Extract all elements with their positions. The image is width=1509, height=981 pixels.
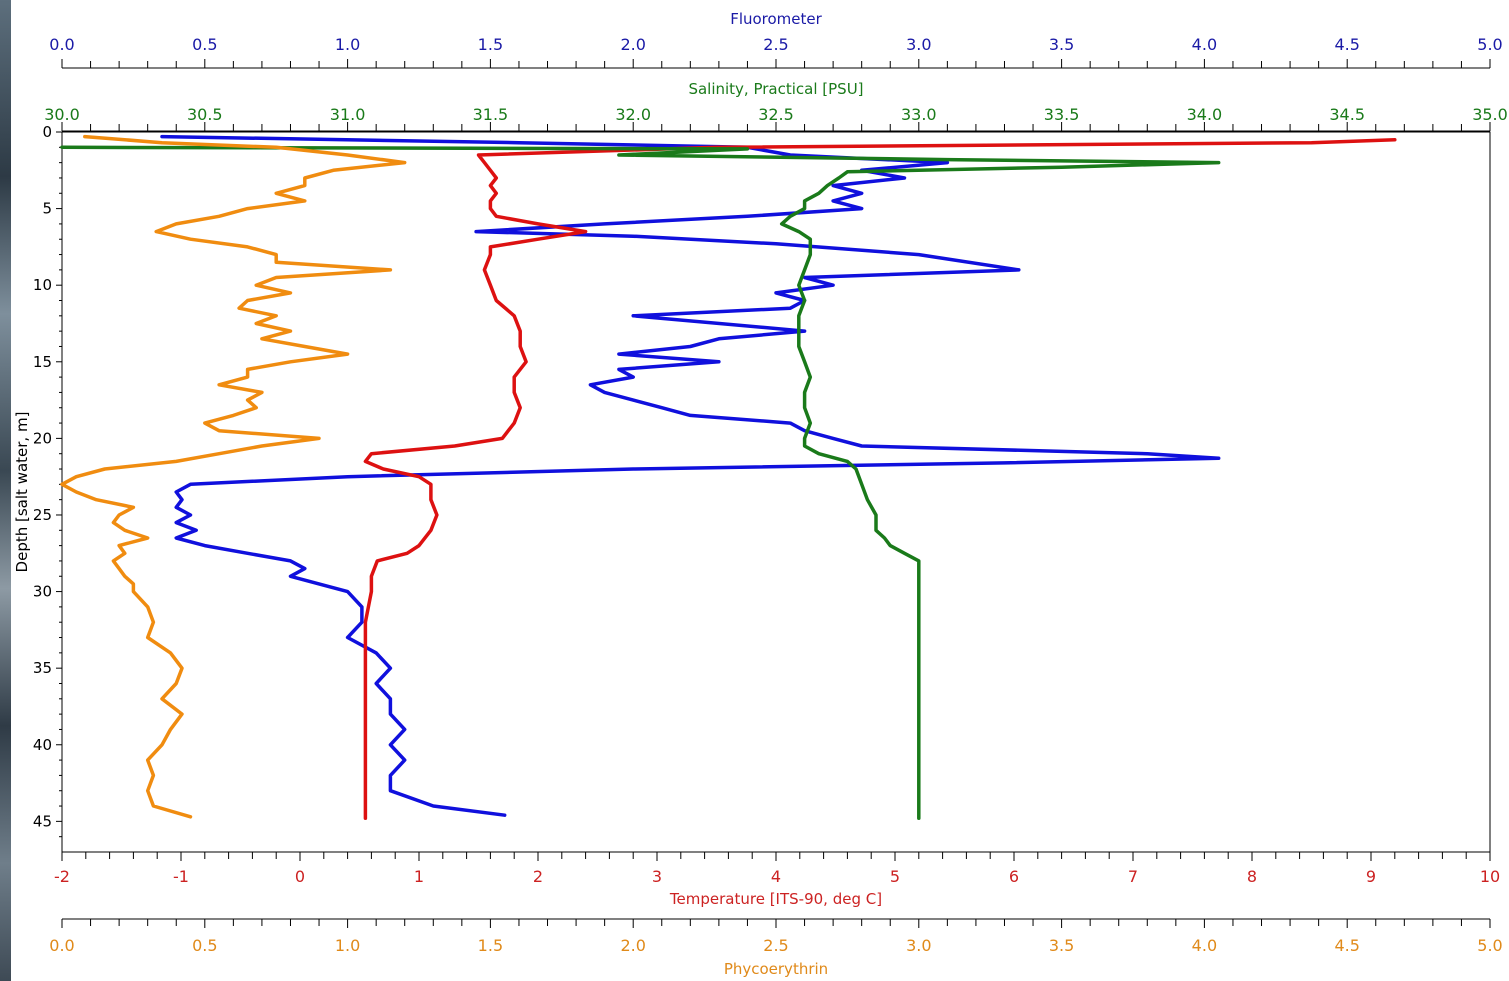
temp-tick-label: 9: [1366, 867, 1376, 886]
sal-tick-label: 34.5: [1329, 105, 1365, 124]
sal-tick-label: 34.0: [1187, 105, 1223, 124]
depth-tick-label: 30: [33, 583, 52, 601]
temp-tick-label: 4: [771, 867, 781, 886]
depth-tick-label: 15: [33, 353, 52, 371]
fluor-tick-label: 4.5: [1334, 35, 1359, 54]
depth-tick-label: 0: [42, 123, 52, 141]
temp-tick-label: 7: [1128, 867, 1138, 886]
temp-tick-label: 5: [890, 867, 900, 886]
sal-axis-title: Salinity, Practical [PSU]: [688, 80, 863, 98]
phyco-tick-label: 0.5: [192, 936, 217, 955]
phyco-tick-label: 3.0: [906, 936, 931, 955]
depth-tick-label: 35: [33, 659, 52, 677]
phyco-tick-label: 1.5: [478, 936, 503, 955]
depth-tick-label: 45: [33, 812, 52, 830]
temp-series-line: [363, 137, 1397, 821]
fluor-tick-label: 2.0: [620, 35, 645, 54]
temp-tick-label: 10: [1480, 867, 1500, 886]
phyco-tick-label: 0.0: [49, 936, 74, 955]
sal-tick-label: 30.0: [44, 105, 80, 124]
fluor-series-line: [160, 134, 1221, 817]
temp-axis-title: Temperature [ITS-90, deg C]: [669, 890, 882, 908]
temp-tick-label: -2: [54, 867, 70, 886]
temp-tick-label: 2: [533, 867, 543, 886]
depth-tick-label: 40: [33, 736, 52, 754]
fluor-tick-label: 1.5: [478, 35, 503, 54]
fluor-tick-label: 5.0: [1477, 35, 1502, 54]
depth-tick-label: 5: [42, 200, 52, 218]
phyco-series-line: [60, 134, 407, 819]
phyco-tick-label: 5.0: [1477, 936, 1502, 955]
depth-tick-label: 10: [33, 276, 52, 294]
fluor-axis-title: Fluorometer: [730, 10, 822, 28]
sal-tick-label: 35.0: [1472, 105, 1508, 124]
temp-tick-label: -1: [173, 867, 189, 886]
phyco-tick-label: 3.5: [1049, 936, 1074, 955]
plot-frame: [61, 131, 1491, 853]
sal-tick-label: 32.0: [615, 105, 651, 124]
temp-tick-label: 6: [1009, 867, 1019, 886]
phyco-axis-title: Phycoerythrin: [724, 960, 828, 978]
depth-tick-label: 25: [33, 506, 52, 524]
phyco-tick-label: 2.5: [763, 936, 788, 955]
sal-tick-label: 33.0: [901, 105, 937, 124]
sal-tick-label: 31.5: [473, 105, 509, 124]
sal-tick-label: 30.5: [187, 105, 223, 124]
temp-tick-label: 0: [295, 867, 305, 886]
fluor-tick-label: 3.5: [1049, 35, 1074, 54]
fluor-tick-label: 2.5: [763, 35, 788, 54]
sal-series-line: [60, 145, 1221, 821]
fluor-tick-label: 4.0: [1192, 35, 1217, 54]
sal-tick-label: 33.5: [1044, 105, 1080, 124]
phyco-tick-label: 1.0: [335, 936, 360, 955]
fluor-tick-label: 0.0: [49, 35, 74, 54]
sal-tick-label: 32.5: [758, 105, 794, 124]
y-axis-label: Depth [salt water, m]: [13, 412, 31, 573]
phyco-tick-label: 2.0: [620, 936, 645, 955]
temp-tick-label: 1: [414, 867, 424, 886]
fluor-tick-label: 0.5: [192, 35, 217, 54]
fluor-tick-label: 1.0: [335, 35, 360, 54]
temp-tick-label: 8: [1247, 867, 1257, 886]
depth-tick-label: 20: [33, 429, 52, 447]
temp-tick-label: 3: [652, 867, 662, 886]
sal-tick-label: 31.0: [330, 105, 366, 124]
phyco-tick-label: 4.0: [1192, 936, 1217, 955]
background-photo-strip: [0, 0, 11, 981]
phyco-tick-label: 4.5: [1334, 936, 1359, 955]
fluor-tick-label: 3.0: [906, 35, 931, 54]
